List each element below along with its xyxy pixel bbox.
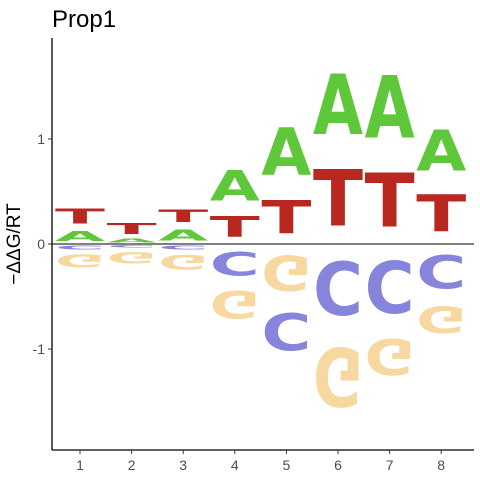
logo-letter-g: G	[365, 326, 415, 383]
logo-letter-g: G	[261, 244, 311, 300]
logo-letter-a: A	[158, 226, 209, 244]
logo-letter-t: T	[107, 220, 157, 238]
y-tick-label: 0	[37, 236, 45, 252]
logo-letter-c: C	[107, 244, 157, 248]
x-ticks: 1 2 3 4 5 6 7 8	[76, 450, 445, 473]
logo-letter-a: A	[107, 238, 158, 244]
logo-letter-g: G	[107, 248, 157, 267]
logo-letter-c: C	[416, 244, 466, 298]
x-tick-label: 3	[179, 457, 187, 473]
y-axis-label: −ΔΔG/RT	[4, 203, 25, 285]
y-ticks: -1 0 1	[33, 131, 52, 357]
logo-letter-t: T	[261, 191, 311, 244]
logo-letter-t: T	[158, 206, 208, 226]
logo-letter-g: G	[210, 282, 260, 326]
logo-letter-c: C	[55, 244, 105, 250]
x-tick-label: 7	[386, 457, 394, 473]
x-tick-label: 5	[283, 457, 291, 473]
logo-letter-c: C	[313, 244, 363, 329]
logo-letter-g: G	[55, 250, 105, 271]
logo-letter-c: C	[261, 300, 311, 359]
y-tick-label: -1	[33, 341, 46, 357]
x-tick-label: 1	[76, 457, 84, 473]
logo-letter-t: T	[210, 211, 260, 245]
x-tick-label: 4	[231, 457, 239, 473]
y-tick-label: 1	[37, 131, 45, 147]
x-tick-label: 8	[437, 457, 445, 473]
logo-letter-c: C	[210, 244, 260, 282]
x-tick-label: 2	[128, 457, 136, 473]
logo-letter-g: G	[313, 329, 363, 422]
logo-letter-t: T	[313, 154, 363, 244]
logo-letter-a: A	[261, 115, 312, 191]
logo-letter-g: G	[416, 298, 466, 341]
logo-letter-c: C	[158, 244, 208, 250]
logo-letter-t: T	[416, 184, 466, 244]
logo-letter-a: A	[365, 59, 415, 158]
logo-letter-g: G	[158, 250, 208, 273]
logo-letter-a: A	[313, 58, 363, 154]
x-tick-label: 6	[334, 457, 342, 473]
logo-letter-a: A	[210, 161, 260, 210]
logo-letter-c: C	[365, 244, 415, 327]
logo-letter-t: T	[365, 159, 415, 244]
logo-letter-a: A	[416, 119, 466, 184]
logo-letter-t: T	[55, 204, 105, 228]
chart-title: Prop1	[52, 6, 116, 33]
logo-letter-a: A	[55, 229, 105, 245]
